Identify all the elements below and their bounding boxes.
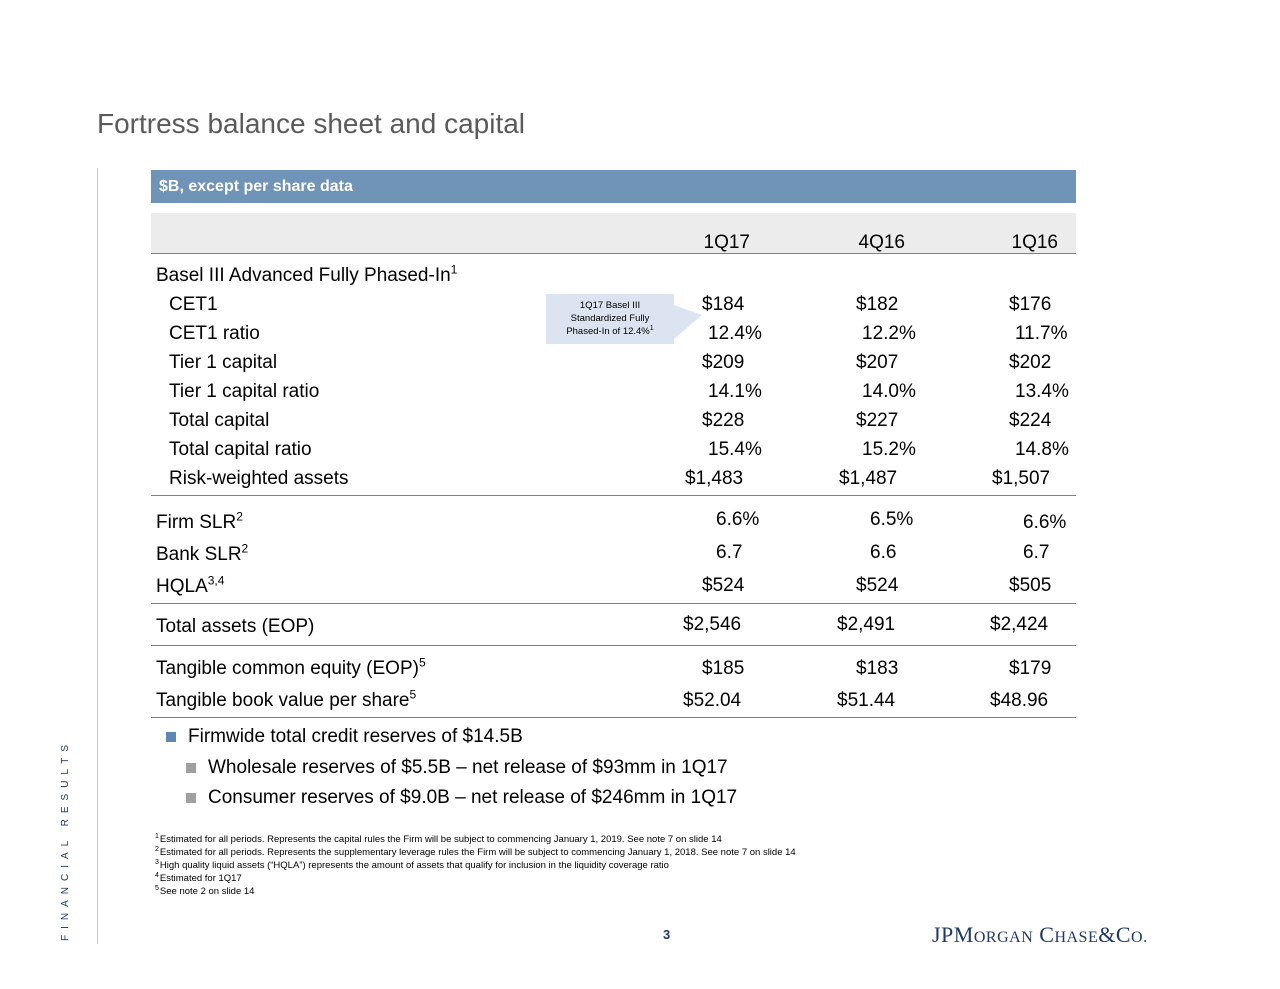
- bullet-credit-reserves: Firmwide total credit reserves of $14.5B: [166, 726, 523, 748]
- square-bullet-icon: [186, 763, 196, 773]
- bullet-wholesale-reserves: Wholesale reserves of $5.5B – net releas…: [186, 757, 728, 779]
- bullet-consumer-reserves: Consumer reserves of $9.0B – net release…: [186, 787, 737, 809]
- column-header-4q16: 4Q16: [858, 232, 905, 253]
- page-number: 3: [663, 927, 671, 942]
- column-header-band: [151, 213, 1076, 254]
- footnotes: 1Estimated for all periods. Represents t…: [155, 833, 796, 898]
- footnote: 4Estimated for 1Q17: [155, 871, 242, 884]
- footnote: 1Estimated for all periods. Represents t…: [155, 832, 722, 845]
- left-divider: [97, 168, 98, 944]
- column-header-1q17: 1Q17: [703, 232, 750, 253]
- footnote: 5See note 2 on slide 14: [155, 884, 255, 897]
- jpmorgan-logo: JPMORGAN CHASE&CO.: [932, 922, 1148, 947]
- column-header-1q16: 1Q16: [1011, 232, 1058, 253]
- side-section-label: FINANCIAL RESULTS: [60, 738, 71, 941]
- units-header-bar: $B, except per share data: [151, 170, 1076, 203]
- section-divider: [151, 645, 1076, 646]
- square-bullet-icon: [186, 793, 196, 803]
- footnote: 3High quality liquid assets (“HQLA”) rep…: [155, 858, 669, 871]
- table-bottom-rule: [151, 717, 1076, 718]
- section-basel-label: Basel III Advanced Fully Phased-In1: [156, 262, 458, 286]
- square-bullet-icon: [166, 732, 176, 742]
- page-title: Fortress balance sheet and capital: [97, 108, 526, 139]
- section-divider: [151, 603, 1076, 604]
- basel-standardized-callout: 1Q17 Basel III Standardized Fully Phased…: [546, 294, 674, 344]
- footnote: 2Estimated for all periods. Represents t…: [155, 845, 796, 858]
- section-divider: [151, 495, 1076, 496]
- callout-pointer: [674, 305, 702, 339]
